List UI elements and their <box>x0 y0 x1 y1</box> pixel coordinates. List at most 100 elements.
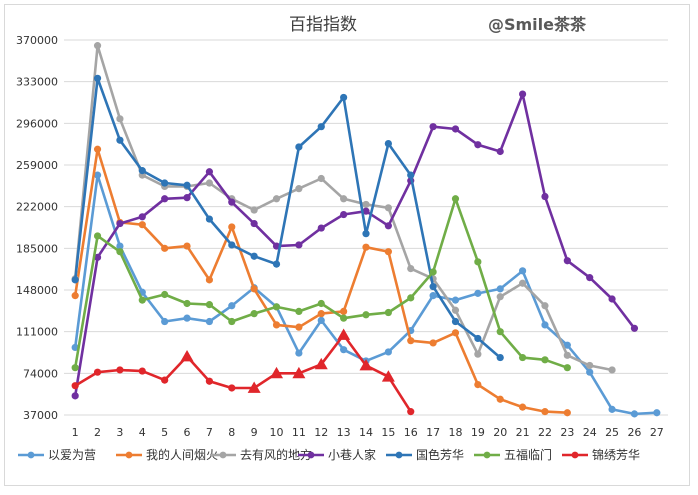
data-point <box>250 285 258 293</box>
data-point <box>138 221 146 229</box>
y-tick-label: 74000 <box>23 367 58 380</box>
data-point <box>161 195 169 203</box>
series-line <box>74 333 412 413</box>
data-point <box>630 324 639 332</box>
legend-label: 小巷人家 <box>328 447 376 462</box>
data-point-triangle <box>359 358 373 371</box>
data-point <box>317 123 325 131</box>
data-point <box>295 241 303 249</box>
data-point <box>295 307 303 315</box>
data-point <box>384 248 392 256</box>
data-point <box>608 405 616 413</box>
data-point <box>451 125 460 133</box>
data-point <box>250 219 258 228</box>
y-tick-label: 185000 <box>16 242 58 255</box>
data-point <box>362 311 370 319</box>
x-tick-label: 3 <box>116 426 123 439</box>
data-point <box>563 341 571 349</box>
data-point-triangle <box>337 328 351 340</box>
legend-item: 五福临门 <box>474 447 552 462</box>
data-point <box>272 260 281 268</box>
data-point <box>362 243 370 251</box>
data-point <box>563 409 571 417</box>
data-point <box>340 314 348 322</box>
data-point <box>518 403 527 411</box>
x-tick-label: 15 <box>381 426 395 439</box>
x-tick-label: 10 <box>270 426 284 439</box>
series-6 <box>71 195 571 372</box>
data-point <box>205 301 214 309</box>
data-point <box>161 317 169 326</box>
data-point <box>496 395 504 403</box>
data-point <box>608 366 616 374</box>
data-point <box>630 410 639 418</box>
data-point <box>496 353 504 362</box>
x-tick-label: 12 <box>314 426 328 439</box>
data-point <box>116 136 124 144</box>
legend-swatch-marker <box>307 451 315 459</box>
data-point <box>228 384 236 392</box>
data-point <box>272 195 281 203</box>
x-tick-label: 5 <box>161 426 168 439</box>
data-point <box>205 317 214 326</box>
data-point <box>205 215 214 223</box>
data-point <box>317 299 325 308</box>
data-point <box>340 307 348 315</box>
data-point-triangle <box>247 381 261 393</box>
data-point <box>429 292 437 300</box>
legend-label: 去有风的地方 <box>240 447 312 462</box>
x-tick-label: 21 <box>516 426 530 439</box>
x-tick-label: 13 <box>337 426 351 439</box>
data-point <box>161 290 169 299</box>
data-point <box>183 242 191 250</box>
data-point <box>228 223 236 231</box>
data-point <box>116 366 124 374</box>
data-point <box>474 141 482 149</box>
data-point <box>250 206 258 214</box>
data-point <box>474 258 482 266</box>
data-point <box>496 285 504 293</box>
series-line <box>73 92 636 397</box>
data-point <box>518 279 527 287</box>
data-point <box>205 377 214 385</box>
data-point <box>407 265 415 273</box>
data-point <box>407 337 415 345</box>
chart-title: 百指指数 <box>289 15 357 35</box>
x-tick-label: 24 <box>583 426 597 439</box>
data-point <box>518 267 527 275</box>
data-point <box>71 343 79 352</box>
data-point <box>541 302 549 310</box>
data-point <box>407 294 415 302</box>
data-point <box>384 308 392 317</box>
data-point <box>295 323 303 331</box>
data-point <box>272 303 281 311</box>
data-point <box>429 339 437 347</box>
data-point <box>138 367 146 375</box>
data-point <box>541 321 549 329</box>
data-point <box>474 334 482 343</box>
series-2 <box>71 145 571 417</box>
legend-item: 小巷人家 <box>298 447 376 462</box>
data-point <box>317 310 325 318</box>
data-point <box>116 248 124 256</box>
data-point <box>563 351 571 359</box>
legend-item: 我的人间烟火 <box>116 447 218 462</box>
x-tick-label: 8 <box>228 426 235 439</box>
data-point <box>429 283 437 291</box>
series-line <box>73 197 568 369</box>
data-point <box>183 314 191 322</box>
data-point <box>608 295 616 303</box>
series-group <box>71 42 661 418</box>
y-tick-label: 259000 <box>16 159 58 172</box>
data-point <box>563 257 571 265</box>
data-point <box>541 408 549 416</box>
x-tick-label: 1 <box>72 426 79 439</box>
data-point <box>429 123 437 131</box>
y-tick-label: 37000 <box>23 409 58 422</box>
data-point <box>71 382 79 390</box>
data-point <box>586 361 594 370</box>
x-tick-label: 26 <box>627 426 641 439</box>
legend-swatch-marker <box>483 451 491 459</box>
x-tick-label: 7 <box>206 426 213 439</box>
data-point <box>295 185 303 193</box>
